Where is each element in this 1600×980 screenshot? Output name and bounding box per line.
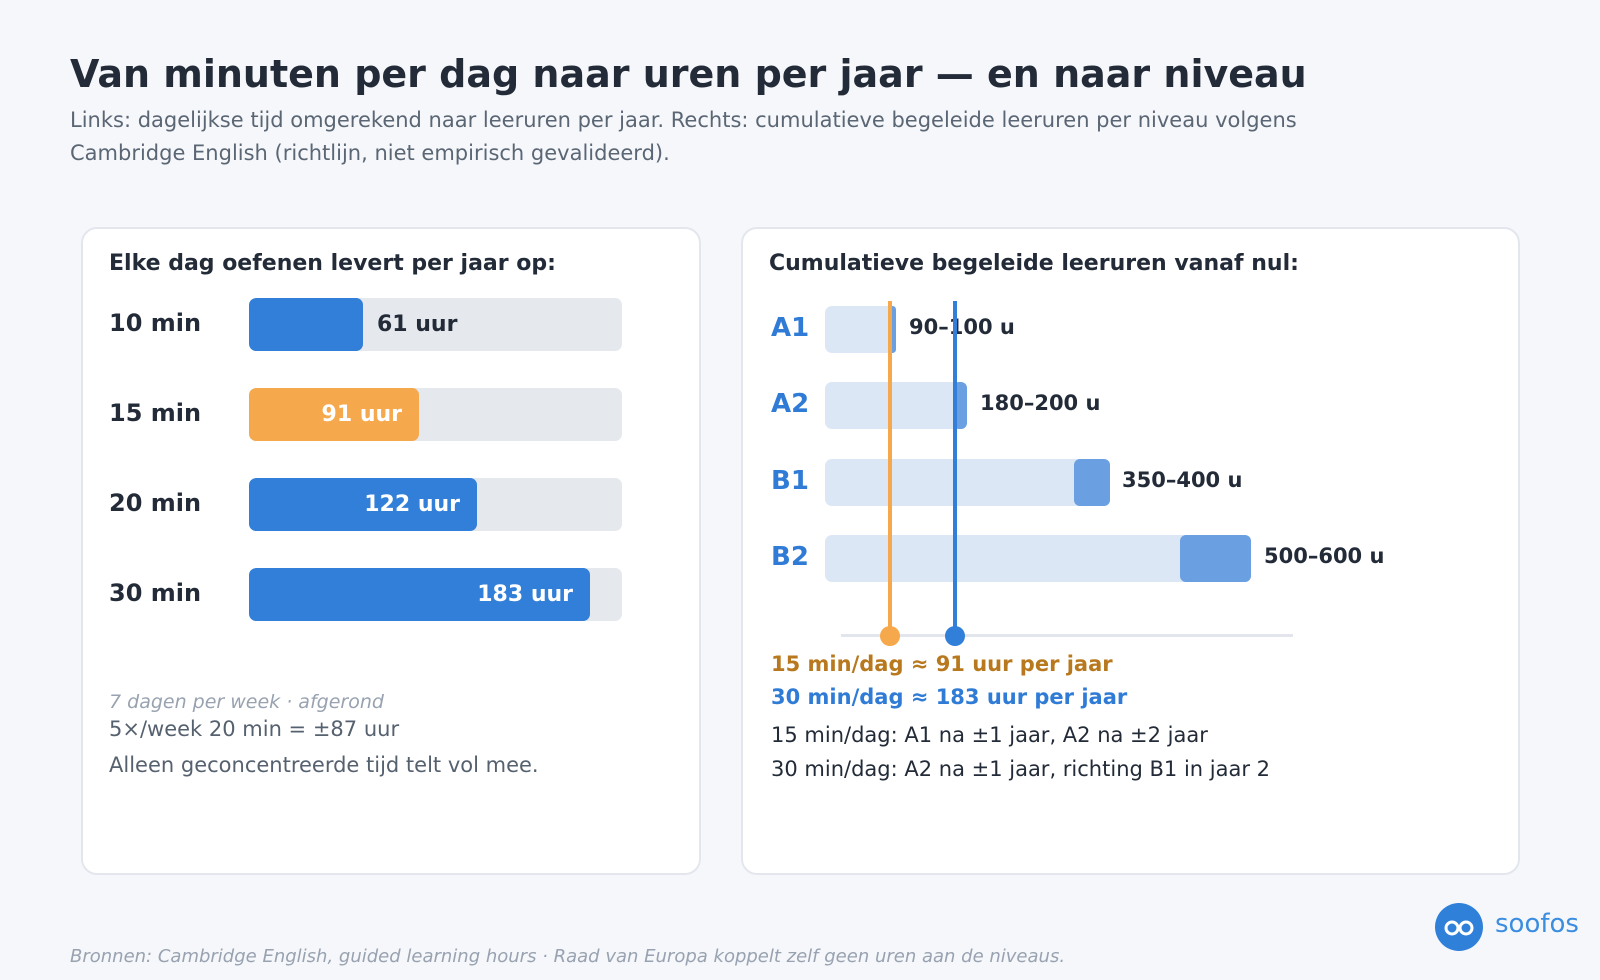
reference-dot	[945, 626, 965, 646]
highlight-15-min: 15 min/dag ≈ 91 uur per jaar	[771, 652, 1113, 676]
level-label: B2	[771, 542, 809, 572]
level-label: A2	[771, 389, 810, 419]
level-range-bar	[1180, 535, 1251, 582]
level-label: A1	[771, 313, 810, 343]
bar-value-label: 122 uur	[364, 492, 460, 517]
row-label: 30 min	[109, 579, 202, 607]
bar	[249, 568, 590, 621]
level-hours-label: 180–200 u	[980, 391, 1101, 415]
chart-axis-line	[841, 634, 1293, 637]
level-hours-label: 500–600 u	[1264, 544, 1385, 568]
row-label: 20 min	[109, 489, 202, 517]
level-range-bar	[1074, 459, 1110, 506]
bar	[249, 298, 363, 351]
level-hours-heading: Cumulatieve begeleide leeruren vanaf nul…	[769, 251, 1299, 276]
conclusion-15-min: 15 min/dag: A1 na ±1 jaar, A2 na ±2 jaar	[771, 723, 1208, 747]
yearly-hours-heading: Elke dag oefenen levert per jaar op:	[109, 251, 556, 276]
bar-track: 183 uur	[249, 568, 622, 621]
reference-line	[888, 301, 892, 629]
level-hours-card: Cumulatieve begeleide leeruren vanaf nul…	[741, 227, 1520, 875]
concentration-note: Alleen geconcentreerde tijd telt vol mee…	[109, 753, 539, 777]
level-hours-label: 350–400 u	[1122, 468, 1243, 492]
level-hours-label: 90–100 u	[909, 315, 1015, 339]
level-range-bar	[889, 306, 896, 353]
bar-value-label: 61 uur	[377, 312, 458, 337]
logo-text: soofos	[1495, 909, 1579, 939]
level-track	[825, 306, 896, 353]
row-label: 15 min	[109, 399, 202, 427]
reference-dot	[880, 626, 900, 646]
reference-line	[953, 301, 957, 629]
soofos-logo[interactable]: soofos	[1435, 903, 1579, 955]
bar	[249, 388, 419, 441]
row-label: 10 min	[109, 309, 202, 337]
bar	[249, 478, 477, 531]
level-track	[825, 382, 967, 429]
level-track	[825, 459, 1109, 506]
bar-track: 122 uur	[249, 478, 622, 531]
page-title: Van minuten per dag naar uren per jaar —…	[70, 52, 1307, 96]
bar-track: 61 uur	[249, 298, 622, 351]
sources-footer: Bronnen: Cambridge English, guided learn…	[70, 946, 1066, 967]
page-subtitle: Links: dagelijkse tijd omgerekend naar l…	[70, 108, 1297, 165]
weekly-note: 5×/week 20 min = ±87 uur	[109, 717, 400, 741]
yearly-hours-card: Elke dag oefenen levert per jaar op: 10 …	[81, 227, 701, 875]
conclusion-30-min: 30 min/dag: A2 na ±1 jaar, richting B1 i…	[771, 757, 1271, 781]
rounding-note: 7 dagen per week · afgerond	[109, 691, 384, 713]
bar-value-label: 183 uur	[477, 582, 573, 607]
highlight-30-min: 30 min/dag ≈ 183 uur per jaar	[771, 685, 1128, 709]
level-label: B1	[771, 466, 809, 496]
bar-value-label: 91 uur	[321, 402, 402, 427]
glasses-icon	[1435, 903, 1483, 951]
bar-track: 91 uur	[249, 388, 622, 441]
